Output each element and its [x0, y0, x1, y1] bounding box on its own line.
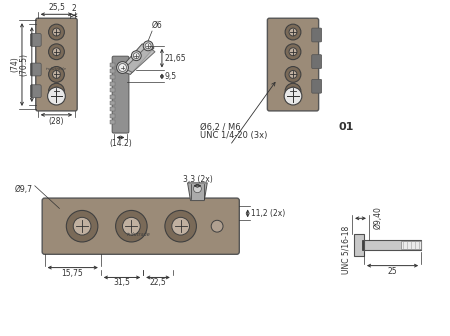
- Bar: [110, 69, 115, 73]
- Circle shape: [285, 67, 301, 82]
- Text: 31,5: 31,5: [113, 279, 130, 287]
- Circle shape: [211, 220, 223, 232]
- Text: 25: 25: [388, 266, 397, 276]
- Circle shape: [285, 24, 301, 40]
- Circle shape: [49, 67, 64, 82]
- Circle shape: [66, 210, 98, 242]
- Text: UNC 5/16-18: UNC 5/16-18: [342, 226, 351, 274]
- Circle shape: [133, 53, 139, 59]
- Circle shape: [143, 41, 153, 51]
- Text: UNC 1/4-20 (3x): UNC 1/4-20 (3x): [200, 131, 268, 140]
- Circle shape: [194, 185, 201, 193]
- FancyBboxPatch shape: [36, 18, 77, 111]
- Bar: [401, 241, 421, 249]
- FancyBboxPatch shape: [42, 198, 239, 254]
- Bar: [110, 101, 115, 105]
- Circle shape: [122, 217, 140, 235]
- Text: 11,2 (2x): 11,2 (2x): [251, 209, 285, 218]
- FancyBboxPatch shape: [30, 34, 41, 46]
- Text: 01: 01: [338, 122, 354, 132]
- Circle shape: [116, 210, 147, 242]
- Polygon shape: [118, 44, 154, 74]
- Polygon shape: [125, 46, 155, 73]
- Circle shape: [285, 83, 301, 99]
- Text: Ø9,7: Ø9,7: [15, 185, 33, 194]
- Bar: [110, 82, 115, 86]
- Text: (28): (28): [49, 117, 64, 126]
- Text: (74): (74): [10, 57, 19, 73]
- Circle shape: [145, 43, 151, 49]
- FancyBboxPatch shape: [312, 79, 322, 93]
- Circle shape: [117, 61, 128, 74]
- Circle shape: [289, 48, 297, 56]
- Text: Ø9,40: Ø9,40: [374, 206, 383, 229]
- Circle shape: [285, 44, 301, 59]
- FancyBboxPatch shape: [312, 28, 322, 42]
- Text: Ø6: Ø6: [152, 21, 163, 30]
- Circle shape: [284, 87, 302, 105]
- Circle shape: [73, 217, 91, 235]
- Circle shape: [289, 71, 297, 78]
- Circle shape: [49, 24, 64, 40]
- Bar: [110, 120, 115, 124]
- Bar: [110, 95, 115, 98]
- Circle shape: [131, 51, 141, 60]
- Circle shape: [172, 217, 189, 235]
- Bar: [364, 240, 421, 250]
- Circle shape: [53, 28, 60, 36]
- Text: (70.5): (70.5): [20, 53, 29, 76]
- Text: (14.2): (14.2): [109, 139, 132, 149]
- Circle shape: [53, 48, 60, 56]
- Bar: [110, 75, 115, 79]
- Circle shape: [53, 87, 60, 95]
- Bar: [110, 62, 115, 67]
- Circle shape: [53, 71, 60, 78]
- Circle shape: [48, 87, 65, 105]
- FancyBboxPatch shape: [312, 55, 322, 69]
- Circle shape: [49, 83, 64, 99]
- Text: 25,5: 25,5: [48, 3, 65, 12]
- Text: 15,75: 15,75: [61, 268, 83, 278]
- Bar: [110, 108, 115, 111]
- FancyBboxPatch shape: [30, 85, 41, 97]
- Bar: [354, 234, 364, 256]
- Circle shape: [289, 28, 297, 36]
- Bar: [362, 240, 367, 250]
- Text: 9,5: 9,5: [165, 72, 177, 81]
- Bar: [110, 114, 115, 118]
- Text: indutrade: indutrade: [126, 232, 150, 237]
- FancyBboxPatch shape: [30, 63, 41, 76]
- Text: 21,65: 21,65: [165, 54, 186, 62]
- Text: 2: 2: [72, 4, 76, 13]
- FancyBboxPatch shape: [267, 18, 319, 111]
- Circle shape: [49, 44, 64, 59]
- Text: indutrade: indutrade: [46, 68, 67, 72]
- Text: 3,3 (2x): 3,3 (2x): [183, 175, 212, 184]
- Text: Ø6,2 / M6: Ø6,2 / M6: [200, 123, 241, 132]
- Bar: [110, 88, 115, 92]
- FancyBboxPatch shape: [112, 56, 129, 133]
- Circle shape: [289, 87, 297, 95]
- Text: 22,5: 22,5: [149, 279, 166, 287]
- Polygon shape: [188, 183, 207, 201]
- Circle shape: [165, 210, 196, 242]
- Circle shape: [118, 64, 126, 72]
